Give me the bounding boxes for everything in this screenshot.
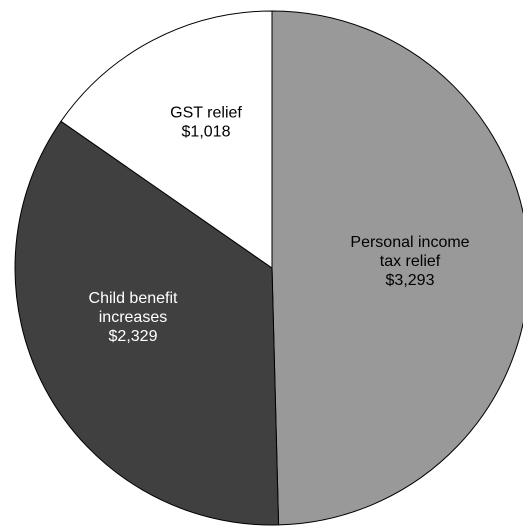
pie-slice-1	[14, 120, 280, 526]
slice-value-label-2: $1,018	[182, 124, 231, 141]
slice-value-label-1: $2,329	[109, 328, 158, 345]
pie-slices	[14, 10, 523, 526]
pie-slice-0	[271, 10, 523, 526]
pie-slice-2	[60, 10, 273, 269]
slice-label-line-0: Personal income	[350, 234, 469, 251]
slice-label-line-1: increases	[99, 309, 167, 326]
slice-label-line-1: Child benefit	[89, 290, 179, 307]
slice-value-label-0: $3,293	[386, 272, 435, 289]
slice-label-line-2: GST relief	[170, 105, 242, 122]
pie-labels: Personal income tax relief $3,293 Child ben…	[89, 105, 470, 346]
slice-label-line-0: tax relief	[380, 253, 441, 270]
